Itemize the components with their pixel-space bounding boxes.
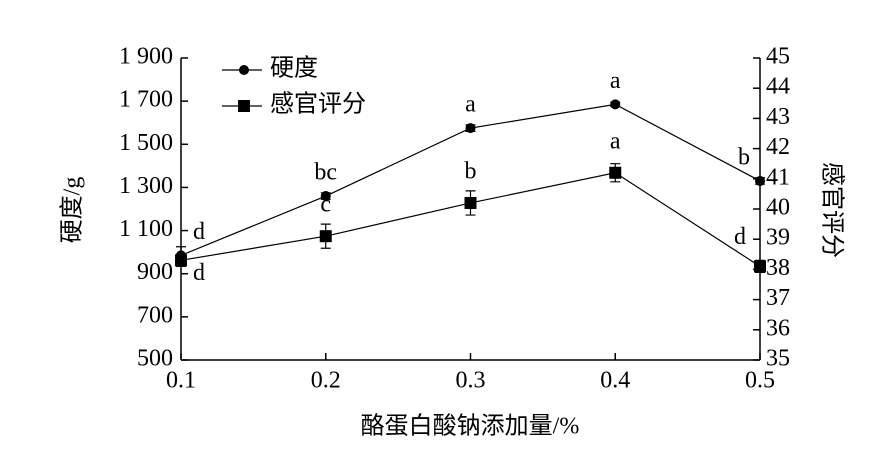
legend-label: 感官评分 <box>270 91 366 118</box>
y2-tick-label: 45 <box>766 44 790 70</box>
legend-marker <box>239 65 249 75</box>
significance-label: d <box>193 219 205 245</box>
point <box>755 175 765 186</box>
x-tick-label: 0.2 <box>311 368 341 394</box>
point <box>175 254 187 267</box>
point <box>610 99 621 110</box>
significance-label: a <box>465 92 476 118</box>
y-tick-label: 1 700 <box>119 87 173 113</box>
legend-marker <box>238 100 250 112</box>
y2-tick-label: 38 <box>766 255 790 281</box>
y2-tick-label: 44 <box>766 74 790 100</box>
y2-tick-label: 37 <box>766 285 790 311</box>
point <box>754 260 766 273</box>
point <box>319 230 332 243</box>
y2-tick-label: 42 <box>766 134 790 160</box>
y2-tick-label: 39 <box>766 225 790 251</box>
significance-label: bc <box>314 160 337 186</box>
y-tick-label: 1 100 <box>119 216 173 242</box>
significance-label: a <box>610 128 621 154</box>
significance-label: d <box>734 224 746 250</box>
x-tick-label: 0.3 <box>456 368 486 394</box>
y2-tick-label: 36 <box>766 315 790 341</box>
significance-label: b <box>738 144 750 170</box>
significance-label: c <box>320 192 331 218</box>
point <box>320 191 331 202</box>
y2-tick-label: 43 <box>766 104 790 130</box>
x-tick-label: 0.1 <box>166 368 196 394</box>
y-tick-label: 1 500 <box>119 130 173 156</box>
x-axis-label: 酪蛋白酸钠添加量/% <box>361 413 580 440</box>
significance-label: b <box>465 158 477 184</box>
y-tick-label: 900 <box>137 259 173 285</box>
point <box>609 166 622 179</box>
y-tick-label: 500 <box>137 346 173 372</box>
y2-axis-label: 感官评分 <box>818 162 845 258</box>
y-tick-label: 1 300 <box>119 173 173 199</box>
y-axis-label: 硬度/g <box>59 177 86 244</box>
x-tick-label: 0.4 <box>600 368 630 394</box>
significance-label: a <box>610 68 621 94</box>
y-tick-label: 1 900 <box>119 44 173 70</box>
significance-label: d <box>193 260 205 286</box>
x-tick-label: 0.5 <box>745 368 775 394</box>
point <box>465 123 476 134</box>
y2-tick-label: 40 <box>766 195 790 221</box>
y2-tick-label: 35 <box>766 346 790 372</box>
legend-label: 硬度 <box>270 55 318 82</box>
y-tick-label: 700 <box>137 302 173 328</box>
y2-tick-label: 41 <box>766 164 790 190</box>
point <box>464 196 477 209</box>
